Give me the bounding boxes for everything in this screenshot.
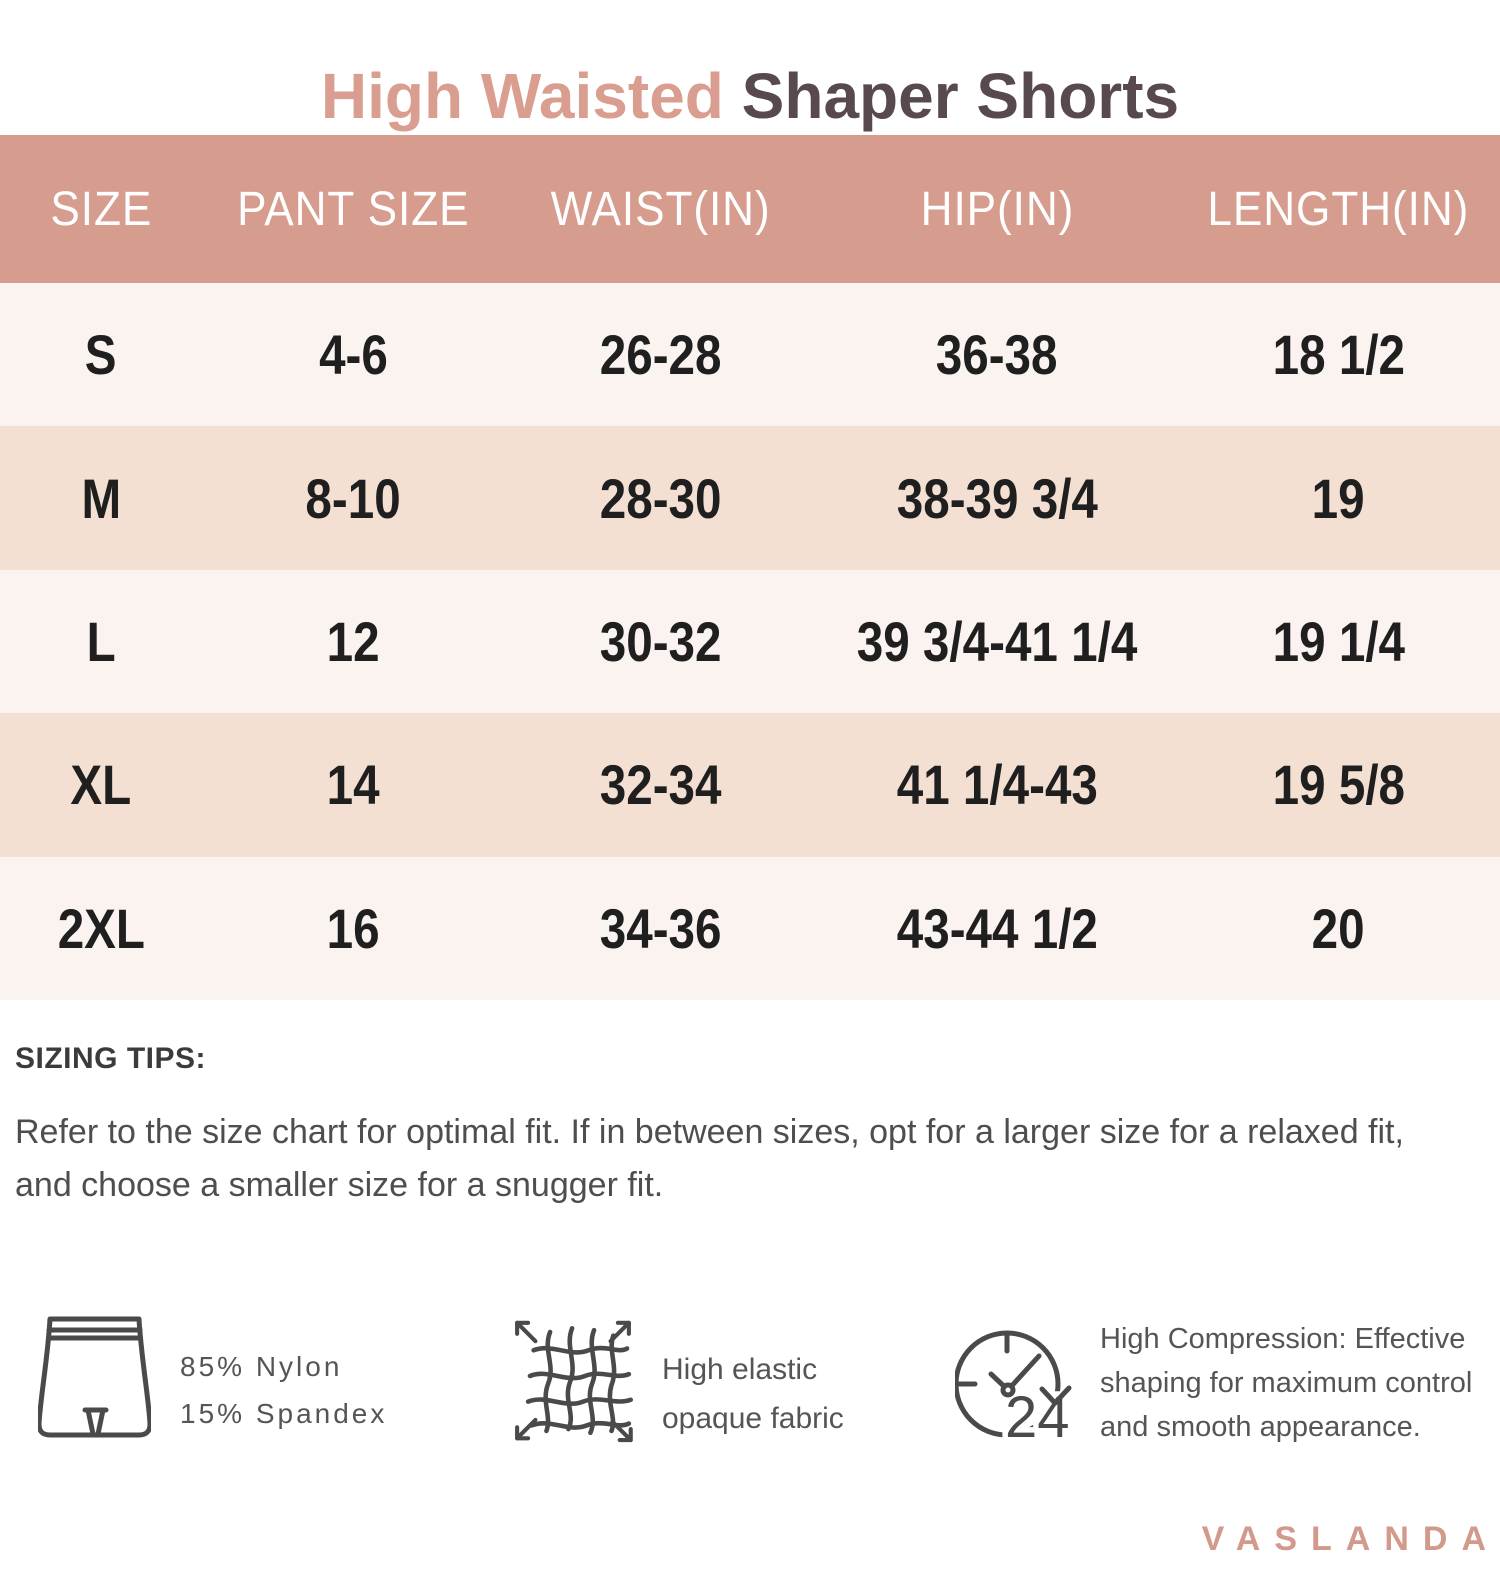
feature-line: and smooth appearance.: [1100, 1411, 1421, 1443]
size-table-header-row: SIZE PANT SIZE WAIST(IN) HIP(IN) LENGTH(…: [0, 135, 1500, 283]
col-header-pant-size: PANT SIZE: [237, 182, 470, 236]
feature-line: High elastic: [662, 1353, 818, 1386]
cell-waist: 32-34: [600, 753, 722, 817]
cell-length: 18 1/2: [1272, 323, 1405, 387]
cell-pant-size: 16: [327, 896, 380, 960]
table-row-xl: XL 14 32-34 41 1/4-43 19 5/8: [0, 713, 1500, 857]
title-highlight: High Waisted: [320, 59, 724, 132]
cell-size: XL: [70, 753, 132, 817]
cell-waist: 26-28: [600, 323, 722, 387]
table-row-2xl: 2XL 16 34-36 43-44 1/2 20: [0, 856, 1500, 1000]
col-header-hip: HIP(IN): [920, 182, 1074, 236]
col-header-size: SIZE: [50, 182, 152, 236]
shorts-icon: [38, 1316, 151, 1438]
cell-length: 20: [1312, 896, 1365, 960]
cell-hip: 43-44 1/2: [896, 896, 1098, 960]
sizing-tips-heading: SIZING TIPS:: [15, 1042, 207, 1075]
cell-pant-size: 8-10: [305, 466, 402, 530]
sizing-tips-body: Refer to the size chart for optimal fit.…: [15, 1113, 1404, 1204]
elastic-fabric-label: High elastic opaque fabric: [662, 1345, 844, 1443]
cell-hip: 41 1/4-43: [896, 753, 1098, 817]
cell-size: L: [86, 609, 116, 673]
cell-size: M: [81, 466, 121, 530]
size-table: SIZE PANT SIZE WAIST(IN) HIP(IN) LENGTH(…: [0, 135, 1500, 1000]
feature-line: High Compression: Effective: [1100, 1323, 1466, 1355]
table-row-l: L 12 30-32 39 3/4-41 1/4 19 1/4: [0, 569, 1500, 714]
cell-hip: 36-38: [936, 323, 1058, 387]
cell-waist: 34-36: [600, 896, 722, 960]
compression-label: High Compression: Effective shaping for …: [1100, 1317, 1472, 1449]
cell-pant-size: 14: [327, 753, 380, 817]
cell-pant-size: 12: [327, 609, 380, 673]
table-row-m: M 8-10 28-30 38-39 3/4 19: [0, 426, 1500, 570]
fabric-composition-label: 85% Nylon 15% Spandex: [180, 1343, 387, 1437]
cell-hip: 39 3/4-41 1/4: [856, 609, 1138, 673]
sizing-tips-section: SIZING TIPS: Refer to the size chart for…: [15, 1042, 1440, 1246]
cell-waist: 30-32: [600, 609, 722, 673]
col-header-waist: WAIST(IN): [550, 182, 772, 236]
cell-waist: 28-30: [600, 466, 722, 530]
cell-length: 19: [1312, 466, 1365, 530]
cell-size: 2XL: [57, 896, 145, 960]
cell-size: S: [85, 323, 117, 387]
table-row-s: S 4-6 26-28 36-38 18 1/2: [0, 283, 1500, 427]
feature-line: opaque fabric: [662, 1402, 844, 1435]
page-title: High Waisted Shaper Shorts: [0, 59, 1500, 133]
cell-length: 19 5/8: [1272, 753, 1405, 817]
clock-24-icon: 24: [955, 1330, 1075, 1456]
cell-length: 19 1/4: [1272, 609, 1405, 673]
title-rest: Shaper Shorts: [741, 59, 1180, 132]
feature-line: 85% Nylon: [180, 1351, 343, 1382]
feature-row: 85% Nylon 15% Spandex High elastic opaqu…: [0, 1305, 1500, 1470]
cell-hip: 38-39 3/4: [896, 466, 1098, 530]
brand-logo: VASLANDA: [1201, 1520, 1500, 1558]
col-header-length: LENGTH(IN): [1207, 182, 1470, 236]
stretch-fabric-icon: [515, 1320, 634, 1443]
feature-line: shaping for maximum control: [1100, 1367, 1473, 1399]
cell-pant-size: 4-6: [319, 323, 388, 387]
feature-line: 15% Spandex: [180, 1398, 388, 1429]
